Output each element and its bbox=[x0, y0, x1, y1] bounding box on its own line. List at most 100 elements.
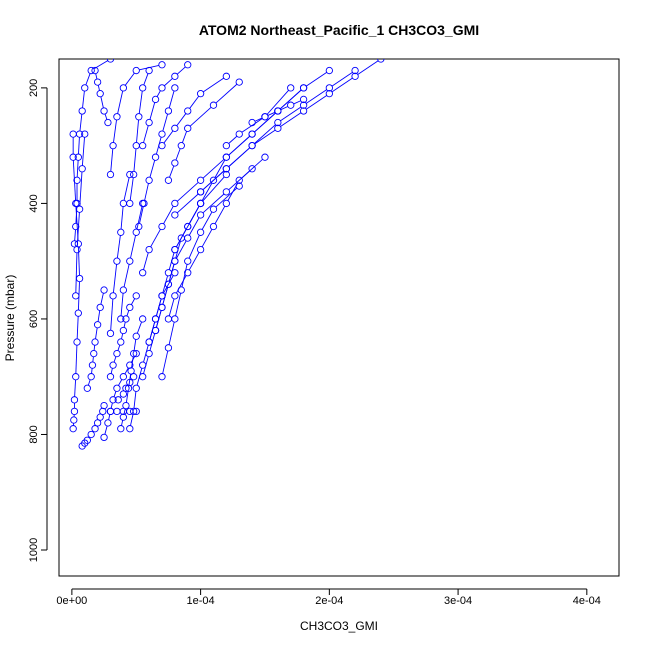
series-segment bbox=[202, 193, 225, 214]
data-point bbox=[114, 396, 122, 404]
data-point bbox=[209, 101, 218, 109]
series-segment bbox=[163, 205, 174, 224]
series-segment bbox=[133, 391, 137, 409]
series-segment bbox=[91, 368, 93, 374]
series-segment bbox=[175, 293, 182, 316]
data-point bbox=[126, 425, 134, 433]
series-segment bbox=[162, 350, 169, 374]
data-point bbox=[158, 222, 166, 231]
series-segment bbox=[176, 240, 187, 259]
series-segment bbox=[121, 420, 124, 426]
series-segment bbox=[163, 130, 174, 144]
series-segment bbox=[176, 182, 199, 202]
series-segment bbox=[150, 229, 161, 248]
series-segment bbox=[228, 135, 238, 144]
series-segment bbox=[85, 73, 91, 86]
series-segment bbox=[267, 111, 276, 116]
data-point bbox=[119, 373, 128, 381]
profile-series bbox=[164, 78, 243, 184]
data-point bbox=[83, 436, 91, 444]
data-point bbox=[151, 326, 160, 335]
data-point bbox=[196, 228, 205, 236]
series-segment bbox=[76, 316, 79, 339]
series-segment bbox=[139, 206, 144, 224]
series-segment bbox=[130, 235, 136, 259]
series-layer bbox=[69, 59, 385, 450]
data-point bbox=[122, 384, 130, 392]
data-point bbox=[83, 384, 91, 392]
series-segment bbox=[131, 356, 134, 368]
data-point bbox=[90, 349, 98, 358]
series-segment bbox=[201, 229, 213, 248]
data-point bbox=[164, 176, 173, 184]
series-segment bbox=[79, 171, 83, 207]
series-segment bbox=[280, 112, 302, 127]
data-point bbox=[70, 396, 79, 404]
data-point bbox=[127, 367, 135, 375]
data-point bbox=[126, 170, 134, 179]
data-point bbox=[126, 303, 134, 312]
series-segment bbox=[78, 137, 80, 155]
data-point bbox=[151, 153, 160, 161]
data-point bbox=[351, 72, 359, 80]
series-segment bbox=[110, 298, 114, 331]
x-tick-label: 2e-04 bbox=[315, 595, 343, 607]
series-segment bbox=[123, 264, 130, 288]
data-point bbox=[106, 59, 115, 63]
data-point bbox=[222, 72, 231, 80]
data-point bbox=[196, 188, 205, 196]
profile-series bbox=[91, 66, 112, 127]
series-segment bbox=[279, 89, 302, 110]
data-point bbox=[145, 176, 153, 184]
data-point bbox=[222, 188, 231, 196]
data-point bbox=[209, 205, 218, 213]
data-point bbox=[100, 433, 108, 442]
data-point bbox=[126, 257, 134, 265]
series-segment bbox=[113, 356, 117, 363]
data-point bbox=[325, 66, 333, 75]
series-segment bbox=[202, 176, 225, 202]
data-point bbox=[87, 66, 95, 75]
data-point bbox=[78, 107, 86, 115]
series-segment bbox=[77, 247, 80, 276]
y-tick-label: 400 bbox=[28, 194, 40, 212]
data-point bbox=[139, 373, 147, 381]
y-axis: 200 400 600 800 1000 bbox=[28, 79, 48, 562]
series-segment bbox=[189, 107, 212, 127]
data-point bbox=[248, 130, 256, 138]
series-segment bbox=[125, 391, 129, 403]
series-segment bbox=[72, 160, 77, 201]
data-point bbox=[78, 165, 86, 173]
data-point bbox=[158, 303, 166, 312]
data-point bbox=[106, 373, 115, 381]
series-segment bbox=[228, 135, 251, 156]
series-segment bbox=[138, 90, 143, 114]
data-point bbox=[274, 107, 282, 115]
data-point bbox=[132, 332, 140, 340]
series-segment bbox=[162, 113, 169, 132]
series-segment bbox=[280, 106, 302, 122]
data-point bbox=[248, 141, 256, 150]
data-point bbox=[130, 170, 138, 179]
data-point bbox=[164, 107, 173, 115]
series-segment bbox=[143, 356, 149, 374]
data-point bbox=[287, 101, 295, 109]
series-segment bbox=[293, 100, 301, 105]
data-point bbox=[325, 84, 333, 92]
data-point bbox=[104, 118, 112, 127]
series-segment bbox=[169, 165, 175, 178]
series-segment bbox=[214, 205, 226, 224]
data-point bbox=[139, 199, 147, 208]
data-point bbox=[196, 211, 205, 219]
series-segment bbox=[104, 425, 108, 435]
data-point bbox=[139, 141, 147, 150]
data-point bbox=[122, 401, 130, 410]
profile-series bbox=[126, 66, 153, 208]
data-point bbox=[124, 384, 133, 392]
data-point bbox=[126, 199, 134, 208]
y-axis-label: Pressure (mbar) bbox=[3, 275, 17, 362]
profile-series bbox=[106, 292, 140, 381]
data-point bbox=[184, 257, 192, 265]
series-segment bbox=[121, 333, 124, 340]
series-segment bbox=[74, 229, 76, 241]
